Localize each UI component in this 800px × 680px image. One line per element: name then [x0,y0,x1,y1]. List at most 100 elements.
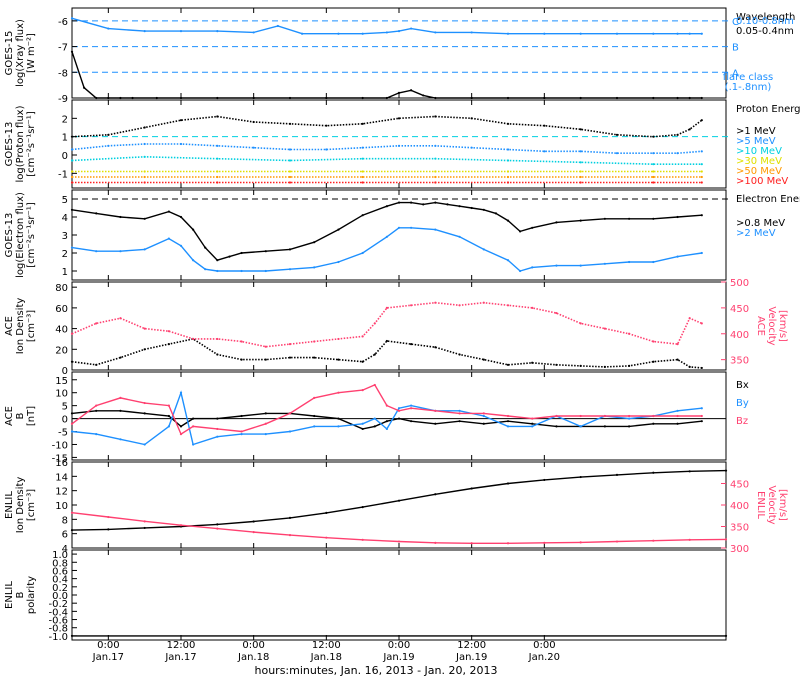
y-axis-label: ACE [4,406,15,426]
data-point [470,542,473,545]
data-point [70,175,74,179]
data-point [688,538,691,541]
data-point [288,96,292,100]
data-point [434,144,437,147]
data-point [70,148,74,151]
data-point [470,31,473,34]
data-point [337,228,340,231]
data-point [216,527,219,530]
y-axis-label: [cm⁻²s⁻¹sr⁻¹] [26,111,37,177]
data-point [434,31,437,34]
data-point [288,181,292,184]
data-point [361,32,364,35]
data-point [70,246,74,249]
data-point [434,422,437,425]
data-point [579,150,582,153]
data-point [252,530,255,534]
data-point [506,304,510,307]
data-point [361,214,364,217]
y-tick-label: 5 [62,195,68,206]
data-point [410,89,413,92]
data-point [288,170,292,173]
data-point [652,181,655,184]
y-tick-label: -0.2 [48,599,68,610]
data-point [240,414,243,418]
data-point [192,443,195,446]
data-point [264,269,267,273]
data-point [288,356,292,359]
data-point [70,17,74,20]
data-point [688,470,691,473]
data-point [264,412,267,415]
data-point [397,30,401,33]
y-tick-label: -0.6 [48,616,68,627]
data-point [179,425,183,428]
y-tick-label: -9 [58,94,68,105]
series-line [71,384,702,436]
y-axis-label: log(Electron flux) [15,192,26,278]
data-point [216,157,219,160]
data-point [470,96,473,100]
data-point [204,268,207,271]
legend-entry: Bz [736,416,748,427]
data-point [70,181,74,184]
data-point [615,32,619,35]
data-point [216,337,219,341]
data-point [143,412,146,415]
data-point [167,330,170,333]
data-point [143,327,146,330]
data-point [155,96,158,100]
data-point [579,541,582,544]
data-point [676,133,679,136]
data-point [434,228,437,231]
data-point [313,414,316,418]
data-point [361,175,364,179]
y-axis-label: B [15,412,26,419]
data-point [579,425,582,428]
y-right-tick-label: 350 [730,356,749,367]
data-point [579,414,582,418]
data-point [313,241,316,244]
data-point [700,214,703,217]
data-point [410,343,413,346]
data-point [543,96,546,100]
y-tick-label: -1 [58,169,68,180]
data-point [385,420,388,423]
data-point [555,363,558,366]
data-point [434,157,437,160]
data-point [385,31,388,34]
panel-goes13-electron: 1 2 3 4 5 GOES-13 log(Electron flux) [cm⁻²s⁻¹sr… [4,189,800,281]
data-point [410,420,413,423]
data-point [700,414,703,418]
data-point [288,268,292,271]
data-point [652,32,655,35]
y-axis-label: ENLIL [4,491,15,519]
legend-entry: By [736,398,749,409]
data-point [676,32,679,35]
data-point [555,311,558,315]
data-point [700,407,703,410]
data-point [652,360,655,363]
y-tick-label: 4 [62,544,68,555]
data-point [143,443,146,446]
data-point [95,322,98,325]
data-point [143,526,146,530]
y-tick-label: -15 [52,453,68,464]
data-point [216,175,219,179]
data-point [95,404,98,407]
series-line [71,155,702,165]
data-point [179,215,183,219]
data-point [700,163,703,166]
data-point [470,206,473,210]
data-point [543,32,546,35]
y-right-tick-label: 350 [730,523,749,534]
legend-entry: >5 MeV [736,136,776,147]
panel-goes13-proton: -1 0 1 2 GOES-13 log(Proton flux) [cm⁻²s⁻¹sr⁻¹… [4,99,800,189]
y-tick-label: 0.8 [52,558,68,569]
y-tick-label: 2 [62,249,68,260]
data-point [288,534,292,537]
data-point [724,469,728,472]
data-point [143,30,146,33]
series-line [71,201,702,261]
data-point [361,389,364,392]
